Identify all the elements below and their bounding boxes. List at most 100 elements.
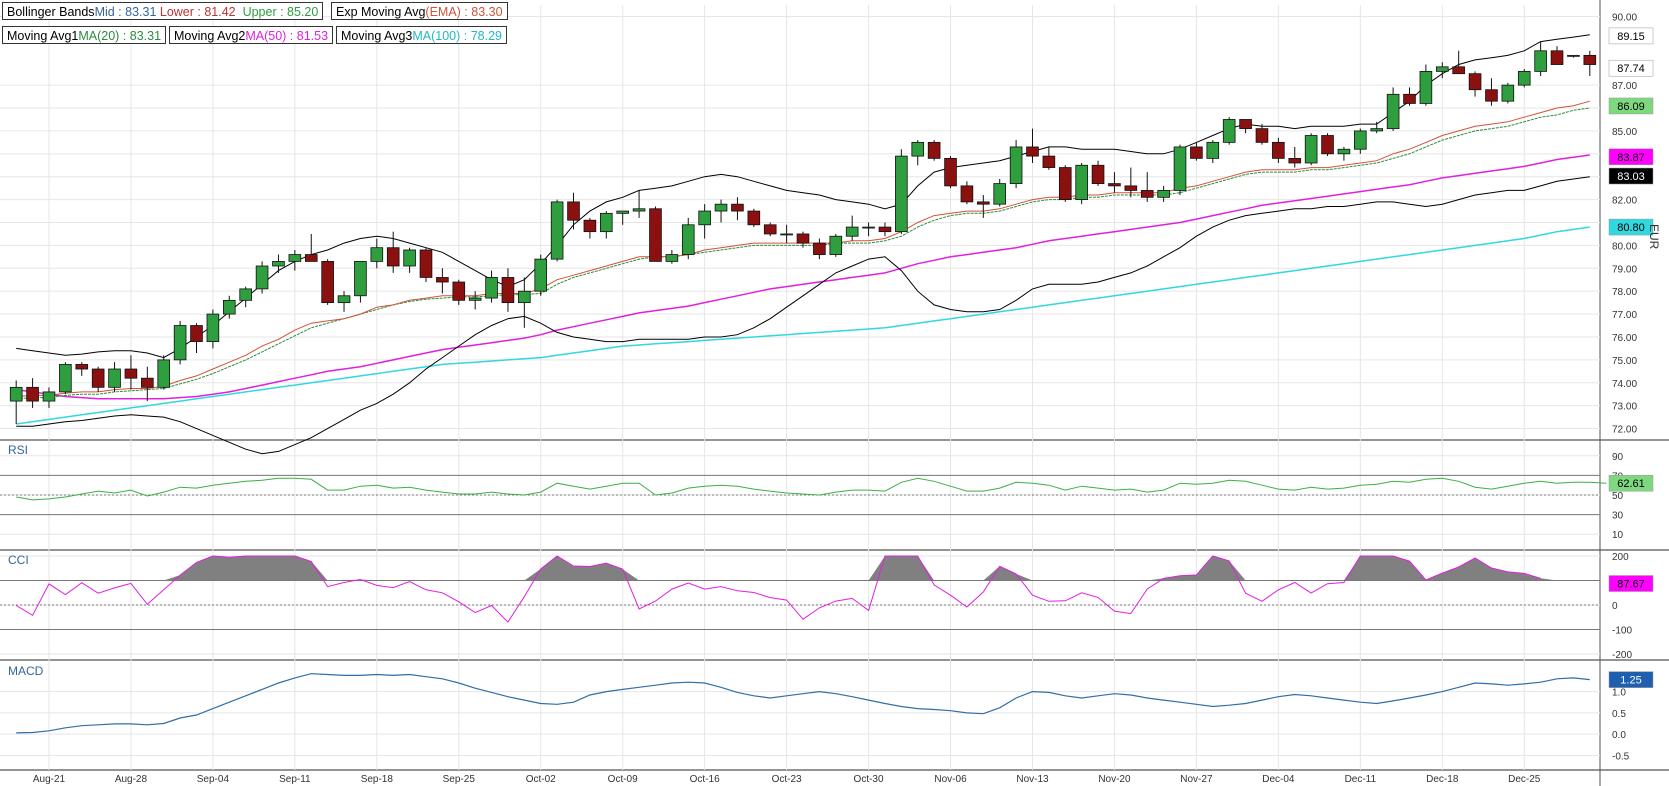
candle	[599, 211, 613, 239]
candle	[649, 206, 662, 262]
candle	[1206, 140, 1220, 163]
candle	[1058, 165, 1072, 202]
rsi-title: RSI	[8, 443, 29, 457]
candle-body-down	[583, 219, 597, 233]
candle-body-down	[813, 242, 826, 255]
candle-body-up	[1075, 164, 1088, 201]
candle-body-up	[272, 261, 285, 267]
candle-body-up	[1222, 119, 1236, 143]
candle	[1304, 133, 1318, 166]
x-tick-label: Nov-13	[1016, 774, 1049, 785]
candle-body-down	[960, 185, 974, 203]
candle-body-down	[1485, 89, 1498, 102]
candle	[829, 233, 843, 257]
cci-tag-text: 87.67	[1617, 579, 1645, 591]
rsi-line	[16, 477, 1607, 501]
candle	[1354, 128, 1367, 154]
candle	[321, 259, 334, 305]
candle-body-up	[468, 297, 482, 301]
price-y-tick-label: 72.00	[1612, 425, 1637, 436]
macd-y-tick-label: -0.5	[1612, 751, 1630, 762]
macd-tag: 1.25	[1608, 671, 1654, 688]
candle-body-down	[1140, 190, 1154, 198]
candle-body-up	[714, 203, 728, 212]
cci-overbought-fill	[983, 566, 1033, 581]
candle	[1403, 87, 1416, 106]
legend-ema[interactable]: Exp Moving Avg(EMA) : 83.30	[331, 2, 508, 20]
candle-body-up	[1157, 190, 1170, 198]
x-tick-label: Nov-06	[934, 774, 967, 785]
candle-body-up	[288, 254, 302, 262]
candle-body-up	[1206, 141, 1220, 159]
candle	[796, 231, 810, 248]
candle	[1583, 50, 1597, 76]
candle	[944, 156, 957, 189]
candle-body-up	[173, 325, 187, 361]
candle	[1009, 140, 1023, 189]
x-tick-label: Dec-11	[1345, 774, 1377, 785]
candle-body-up	[1173, 146, 1187, 191]
legend-ma2[interactable]: Moving Avg2MA(50) : 81.53	[169, 26, 334, 44]
cci-overbought-fill	[868, 556, 935, 581]
candle	[1435, 62, 1449, 79]
cci-overbought-fill	[163, 556, 328, 581]
legend-bollinger-name: Bollinger Bands	[7, 5, 95, 19]
rsi-y-tick-label: 90	[1612, 452, 1624, 463]
price-y-tick-label: 79.00	[1612, 264, 1637, 275]
y-axis-label: EUR	[1647, 224, 1661, 250]
price-tag: 87.74	[1608, 59, 1654, 77]
macd-panel	[16, 673, 1590, 734]
x-tick-label: Oct-09	[608, 774, 638, 785]
candle	[108, 362, 121, 392]
candle-body-up	[108, 368, 121, 388]
price-tag: 80.80	[1608, 218, 1654, 236]
candle-body-up	[1370, 128, 1384, 132]
x-tick-label: Sep-04	[197, 774, 230, 785]
candle	[75, 362, 89, 376]
candle-body-up	[550, 201, 564, 260]
legend-ma1-name: Moving Avg1	[7, 29, 79, 43]
candle	[1173, 144, 1187, 196]
candle-body-up	[780, 233, 793, 236]
candle-body-down	[927, 141, 941, 159]
legend-ema-tag: (EMA) : 83.30	[425, 5, 503, 19]
candle	[1550, 46, 1564, 65]
candle-body-down	[1288, 157, 1302, 164]
candle	[1157, 185, 1170, 202]
candle-body-down	[1272, 141, 1285, 159]
candle	[1337, 146, 1351, 161]
macd-tag-bg	[1608, 671, 1654, 688]
candle	[1386, 87, 1400, 131]
candle	[1239, 119, 1252, 134]
macd-tag-text: 1.25	[1620, 675, 1641, 687]
candle-body-up	[1517, 70, 1531, 86]
candle-body-up	[222, 299, 236, 315]
candle	[665, 249, 679, 264]
legend-ma1[interactable]: Moving Avg1MA(20) : 83.31	[2, 26, 167, 44]
price-tag: 83.03	[1608, 167, 1654, 185]
candle-body-up	[370, 247, 384, 262]
candle-body-down	[878, 226, 892, 233]
candle	[862, 222, 875, 237]
candle-body-down	[190, 325, 203, 342]
legend-bollinger[interactable]: Bollinger BandsMid : 83.31 Lower : 81.42…	[2, 2, 324, 20]
bollinger-upper-line	[16, 34, 1590, 359]
candle	[1485, 78, 1498, 106]
legend-ma3[interactable]: Moving Avg3MA(100) : 78.29	[336, 26, 507, 44]
price-tag: 89.15	[1608, 27, 1654, 45]
candle-body-up	[665, 254, 679, 262]
candle-body-up	[698, 210, 711, 226]
price-tag-text: 83.03	[1617, 171, 1645, 183]
candle-body-down	[649, 208, 662, 262]
price-tag-bg	[1608, 97, 1654, 115]
candle	[878, 222, 892, 237]
rsi-tag-bg	[1608, 474, 1654, 492]
price-y-tick-label: 76.00	[1612, 333, 1637, 344]
price-tag-text: 83.87	[1617, 152, 1645, 164]
candle	[436, 268, 449, 294]
cci-y-tick-label: -200	[1612, 650, 1632, 661]
candle-body-down	[1190, 146, 1203, 159]
legend-bollinger-mid: Mid : 83.31	[94, 5, 157, 19]
candle	[960, 181, 974, 205]
